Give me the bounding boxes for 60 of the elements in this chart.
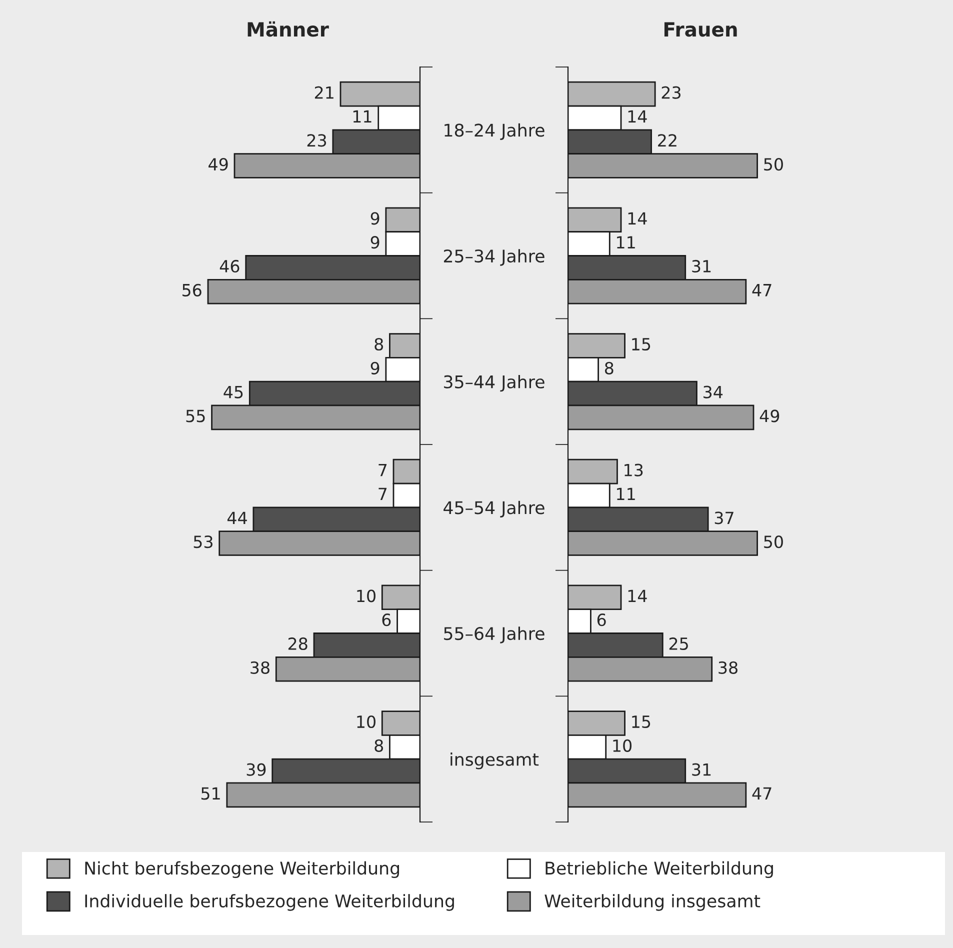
legend-label: Betriebliche Weiterbildung: [546, 861, 773, 878]
y-tick-label: 55–64 Jahre: [444, 626, 544, 644]
data-label: 22: [658, 134, 676, 146]
y-tick-label: 35–44 Jahre: [444, 374, 544, 392]
data-label: 9: [370, 362, 380, 374]
y-tick-label: insgesamt: [450, 752, 539, 770]
data-label: 15: [632, 716, 650, 728]
data-label: 56: [182, 284, 202, 296]
data-label: 14: [628, 110, 647, 123]
data-label: 31: [692, 260, 711, 273]
data-label: 47: [752, 284, 772, 296]
data-label: 39: [246, 763, 266, 776]
data-label: 45: [224, 386, 243, 398]
data-label: 8: [374, 338, 384, 351]
data-label: 9: [370, 212, 380, 225]
chart-title: Frauen: [664, 22, 737, 37]
data-label: 38: [718, 661, 738, 674]
data-label: 11: [617, 236, 635, 248]
data-label: 7: [378, 464, 387, 476]
data-label: 10: [357, 590, 376, 602]
data-label: 44: [227, 512, 247, 524]
data-label: 14: [628, 590, 647, 602]
y-tick-label: 25–34 Jahre: [444, 249, 544, 266]
chart-title: Männer: [248, 21, 329, 37]
data-label: 49: [760, 410, 780, 422]
data-label: 46: [220, 260, 240, 273]
data-label: 53: [194, 536, 212, 548]
data-label: 6: [597, 614, 606, 626]
data-label: 23: [307, 134, 326, 147]
data-label: 50: [764, 158, 783, 171]
data-label: 34: [704, 386, 723, 398]
data-label: 51: [201, 787, 220, 800]
data-label: 6: [382, 614, 391, 626]
data-label: 8: [374, 739, 384, 752]
data-label: 21: [314, 86, 334, 99]
data-label: 55: [186, 410, 205, 422]
data-label: 38: [250, 661, 270, 674]
data-label: 47: [752, 787, 772, 800]
data-label: 49: [208, 158, 228, 171]
data-label: 15: [632, 338, 650, 351]
data-label: 7: [378, 488, 387, 500]
data-label: 8: [604, 362, 614, 374]
data-label: 10: [357, 715, 376, 728]
legend-label: Individuelle berufsbezogene Weiterbildung: [85, 894, 454, 911]
data-label: 14: [628, 212, 647, 224]
legend-label: Nicht berufsbezogene Weiterbildung: [85, 861, 399, 878]
data-label: 10: [613, 739, 632, 752]
data-label: 23: [662, 86, 680, 99]
legend-label: Weiterbildung insgesamt: [544, 894, 760, 911]
data-label: 11: [617, 488, 635, 500]
data-label: 11: [353, 110, 372, 123]
data-label: 50: [764, 536, 783, 548]
data-label: 31: [692, 763, 711, 776]
data-label: 25: [669, 637, 688, 650]
data-label: 9: [370, 236, 380, 249]
data-label: 28: [288, 637, 308, 650]
data-label: 37: [714, 512, 734, 524]
data-label: 13: [624, 464, 643, 476]
y-tick-label: 45–54 Jahre: [444, 500, 544, 518]
y-tick-label: 18–24 Jahre: [444, 123, 544, 140]
